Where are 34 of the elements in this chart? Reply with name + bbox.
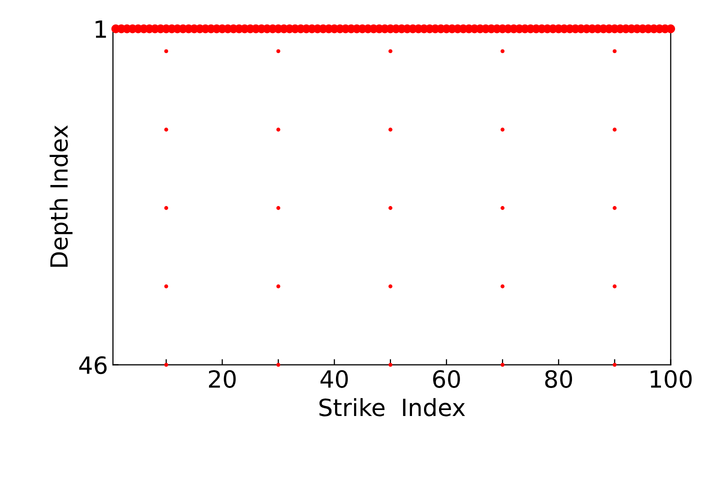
point	[388, 362, 392, 367]
point	[164, 362, 168, 367]
y-tick-label: 1	[96, 20, 106, 38]
point	[612, 206, 617, 210]
point	[276, 362, 280, 367]
point	[164, 128, 168, 132]
point	[276, 206, 280, 210]
point	[612, 49, 617, 54]
point	[612, 128, 617, 132]
point	[500, 128, 504, 132]
x-tick-label: 20	[208, 370, 236, 388]
point	[500, 206, 504, 210]
x-tick-label: 40	[320, 370, 348, 388]
point	[164, 284, 168, 288]
point	[164, 206, 168, 210]
point	[500, 362, 504, 367]
x-tick-label: 80	[545, 370, 572, 388]
point	[612, 284, 617, 288]
point	[612, 362, 617, 367]
y-tick-label: 46	[79, 356, 107, 374]
point	[276, 128, 280, 132]
point	[276, 284, 280, 288]
y-axis-title: Depth Index	[50, 125, 72, 267]
point	[500, 284, 504, 288]
point	[388, 284, 392, 288]
point	[164, 49, 168, 54]
point	[388, 206, 392, 210]
point	[500, 49, 504, 54]
x-tick-label: 60	[433, 370, 460, 388]
point	[388, 49, 392, 54]
point	[388, 128, 392, 132]
x-tick-label: 100	[650, 370, 692, 388]
x-axis-title: Strike Index	[319, 398, 465, 416]
point	[276, 49, 280, 54]
